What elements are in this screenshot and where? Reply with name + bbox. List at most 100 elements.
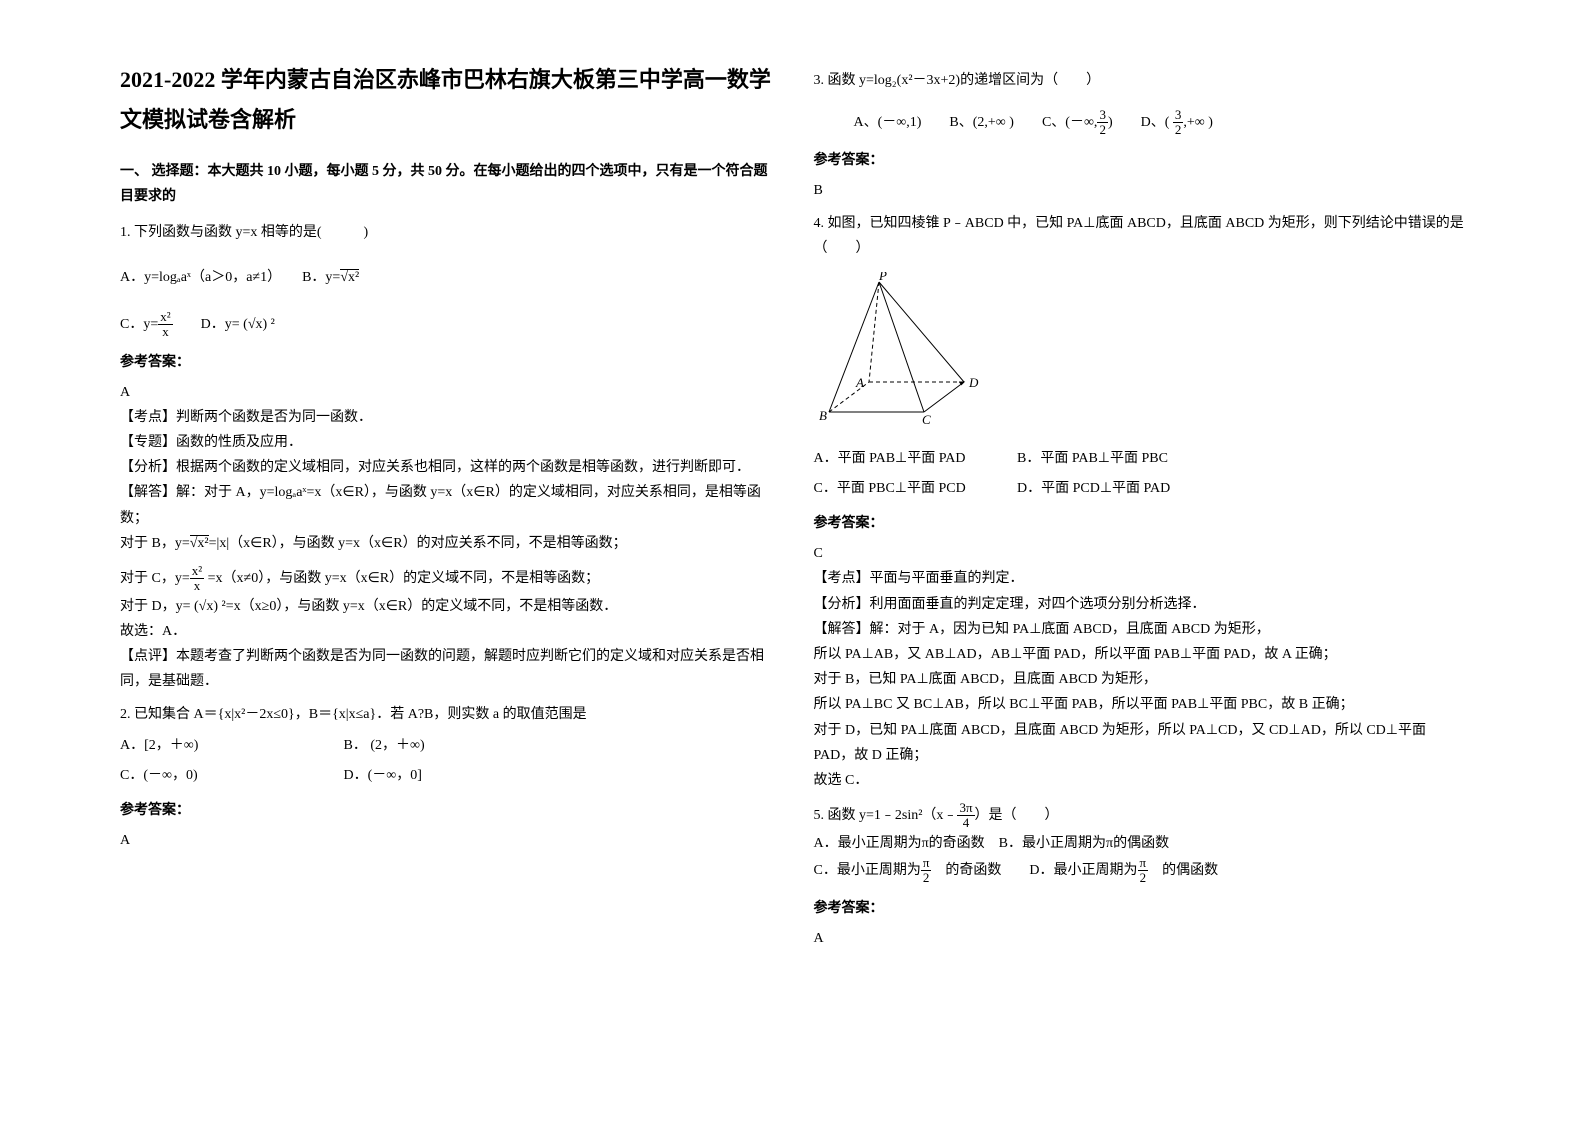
question-4: 4. 如图，已知四棱锥 P﹣ABCD 中，已知 PA⊥底面 ABCD，且底面 A… <box>814 211 1468 501</box>
q1-optB-sqrt: √x² <box>340 269 359 285</box>
q1-jieda4-expr: (√x) ² <box>194 599 226 614</box>
question-3: 3. 函数 y=log₂(x²－3x+2)的递增区间为（ ） A、(－∞,1) … <box>814 68 1468 138</box>
q4-conclusion: 故选 C． <box>814 768 1468 793</box>
q4-optD: D．平面 PCD⊥平面 PAD <box>1017 481 1170 496</box>
label-P: P <box>878 272 887 283</box>
q2-optA: A．[2，＋∞) <box>120 733 340 758</box>
q1-dianping: 【点评】本题考查了判断两个函数是否为同一函数的问题，解题时应判断它们的定义域和对… <box>120 644 774 694</box>
q5-stem: 5. 函数 y=1﹣2sin²（x﹣3π4）是（ ） <box>814 801 1468 831</box>
right-column: 3. 函数 y=log₂(x²－3x+2)的递增区间为（ ） A、(－∞,1) … <box>794 60 1488 1062</box>
q5-optAB: A．最小正周期为π的奇函数 B．最小正周期为π的偶函数 <box>814 831 1468 856</box>
q1-zhuanti: 【专题】函数的性质及应用． <box>120 430 774 455</box>
q4-jieda1: 【解答】解：对于 A，因为已知 PA⊥底面 ABCD，且底面 ABCD 为矩形， <box>814 617 1468 642</box>
q5-answer: A <box>814 926 1468 951</box>
left-column: 2021-2022 学年内蒙古自治区赤峰市巴林右旗大板第三中学高一数学文模拟试卷… <box>100 60 794 1062</box>
q1-fenxi: 【分析】根据两个函数的定义域相同，对应关系也相同，这样的两个函数是相等函数，进行… <box>120 455 774 480</box>
q4-jieda5: 对于 D，已知 PA⊥底面 ABCD，且底面 ABCD 为矩形，所以 PA⊥CD… <box>814 718 1468 768</box>
q3-optC-den: 2 <box>1097 123 1108 137</box>
q4-kaodian: 【考点】平面与平面垂直的判定． <box>814 566 1468 591</box>
page-title: 2021-2022 学年内蒙古自治区赤峰市巴林右旗大板第三中学高一数学文模拟试卷… <box>120 60 774 139</box>
q5-optC-pre: C．最小正周期为 <box>814 863 921 878</box>
q4-answer-label: 参考答案： <box>814 511 1468 536</box>
pyramid-figure: P A B C D <box>814 272 1468 436</box>
q1-jieda3-pre: 对于 C，y= <box>120 571 190 586</box>
q1-optC-pre: C．y= <box>120 317 158 332</box>
q4-jieda4: 所以 PA⊥BC 又 BC⊥AB，所以 BC⊥平面 PAB，所以平面 PAB⊥平… <box>814 692 1468 717</box>
q1-jieda4-post: =x（x≥0），与函数 y=x（x∈R）的定义域不同，不是相等函数． <box>226 599 618 614</box>
q5-optC-den: 2 <box>921 871 932 885</box>
q1-jieda3-num: x² <box>190 564 204 579</box>
q5-optC-frac: π2 <box>921 856 932 886</box>
q4-stem: 4. 如图，已知四棱锥 P﹣ABCD 中，已知 PA⊥底面 ABCD，且底面 A… <box>814 211 1468 261</box>
q3-optC-frac: 32 <box>1097 108 1108 138</box>
label-D: D <box>968 375 979 390</box>
q3-options: A、(－∞,1) B、(2,+∞ ) C、(－∞,32) D、( 32,+∞ ) <box>854 108 1468 138</box>
q5-stem-pre: 5. 函数 y=1﹣2sin²（x﹣ <box>814 808 958 823</box>
q2-stem: 2. 已知集合 A＝{x|x²－2x≤0}，B＝{x|x≤a}．若 A?B，则实… <box>120 702 774 727</box>
q5-answer-label: 参考答案： <box>814 896 1468 921</box>
q1-optD-expr: y= (√x) ² <box>225 317 275 332</box>
q2-row1: A．[2，＋∞) B． (2，＋∞) <box>120 733 774 758</box>
q5-optD-num: π <box>1138 856 1149 871</box>
q1-jieda3-post: =x（x≠0），与函数 y=x（x∈R）的定义域不同，不是相等函数； <box>204 571 599 586</box>
q1-jieda3: 对于 C，y=x²x =x（x≠0），与函数 y=x（x∈R）的定义域不同，不是… <box>120 564 774 594</box>
q2-row2: C．(－∞，0) D．(－∞，0] <box>120 763 774 788</box>
pyramid-svg: P A B C D <box>814 272 984 427</box>
q3-optD-frac: 32 <box>1173 108 1184 138</box>
q1-jieda1: 【解答】解：对于 A，y=logₐaˣ=x（x∈R），与函数 y=x（x∈R）的… <box>120 480 774 530</box>
q1-jieda4: 对于 D，y= (√x) ²=x（x≥0），与函数 y=x（x∈R）的定义域不同… <box>120 594 774 619</box>
q1-optC-den: x <box>158 325 172 339</box>
q3-optC-post: ) D、( <box>1108 115 1173 130</box>
q3-answer-label: 参考答案： <box>814 148 1468 173</box>
edge-CD <box>924 382 964 412</box>
q1-jieda3-den: x <box>190 579 204 593</box>
question-5: 5. 函数 y=1﹣2sin²（x﹣3π4）是（ ） A．最小正周期为π的奇函数… <box>814 801 1468 885</box>
q3-answer: B <box>814 178 1468 203</box>
label-B: B <box>819 408 827 423</box>
edge-PC <box>879 282 924 412</box>
q2-answer-label: 参考答案： <box>120 798 774 823</box>
edge-PD <box>879 282 964 382</box>
q5-optC-mid: 的奇函数 D．最小正周期为 <box>931 863 1137 878</box>
q2-optC: C．(－∞，0) <box>120 763 340 788</box>
q4-fenxi: 【分析】利用面面垂直的判定定理，对四个选项分别分析选择． <box>814 592 1468 617</box>
q5-stem-frac: 3π4 <box>957 801 974 831</box>
q1-jieda2-pre: 对于 B，y= <box>120 536 190 551</box>
q1-jieda2-post: =|x|（x∈R），与函数 y=x（x∈R）的对应关系不同，不是相等函数； <box>209 536 627 551</box>
q5-optD-frac: π2 <box>1138 856 1149 886</box>
q2-optD: D．(－∞，0] <box>344 768 422 783</box>
q4-optC: C．平面 PBC⊥平面 PCD <box>814 476 1014 501</box>
q4-row1: A．平面 PAB⊥平面 PAD B．平面 PAB⊥平面 PBC <box>814 446 1468 471</box>
q4-jieda2: 所以 PA⊥AB，又 AB⊥AD，AB⊥平面 PAD，所以平面 PAB⊥平面 P… <box>814 642 1468 667</box>
q1-optC-num: x² <box>158 310 172 325</box>
q4-answer: C <box>814 541 1468 566</box>
q4-optB: B．平面 PAB⊥平面 PBC <box>1017 451 1168 466</box>
q1-optD-pre: D． <box>173 317 225 332</box>
q1-optA-pre: A．y=logₐaˣ（a＞0，a≠1） B．y= <box>120 270 340 285</box>
q4-jieda3: 对于 B，已知 PA⊥底面 ABCD，且底面 ABCD 为矩形， <box>814 667 1468 692</box>
q5-stem-num: 3π <box>957 801 974 816</box>
q1-answer: A <box>120 380 774 405</box>
q5-optC-num: π <box>921 856 932 871</box>
q1-options-cd: C．y=x²x D．y= (√x) ² <box>120 310 774 340</box>
edge-PB <box>829 282 879 412</box>
q4-optA: A．平面 PAB⊥平面 PAD <box>814 446 1014 471</box>
q5-stem-den: 4 <box>957 816 974 830</box>
q5-optD-post: 的偶函数 <box>1148 863 1218 878</box>
q1-conclusion: 故选：A． <box>120 619 774 644</box>
q3-optC-num: 3 <box>1097 108 1108 123</box>
edge-PA <box>869 282 879 382</box>
question-1: 1. 下列函数与函数 y=x 相等的是( ) A．y=logₐaˣ（a＞0，a≠… <box>120 220 774 340</box>
q1-kaodian: 【考点】判断两个函数是否为同一函数． <box>120 405 774 430</box>
q5-optCD: C．最小正周期为π2 的奇函数 D．最小正周期为π2 的偶函数 <box>814 856 1468 886</box>
q5-stem-post: ）是（ ） <box>975 808 1059 823</box>
q3-optD-post: ,+∞ ) <box>1183 115 1213 130</box>
q1-jieda2-sqrt: √x² <box>190 535 209 551</box>
q1-jieda4-pre: 对于 D，y= <box>120 599 194 614</box>
q3-optD-num: 3 <box>1173 108 1184 123</box>
q3-stem: 3. 函数 y=log₂(x²－3x+2)的递增区间为（ ） <box>814 68 1468 93</box>
q3-optAB: A、(－∞,1) B、(2,+∞ ) C、(－∞, <box>854 115 1098 130</box>
q2-optB: B． (2，＋∞) <box>344 738 425 753</box>
q4-row2: C．平面 PBC⊥平面 PCD D．平面 PCD⊥平面 PAD <box>814 476 1468 501</box>
label-C: C <box>922 412 931 427</box>
